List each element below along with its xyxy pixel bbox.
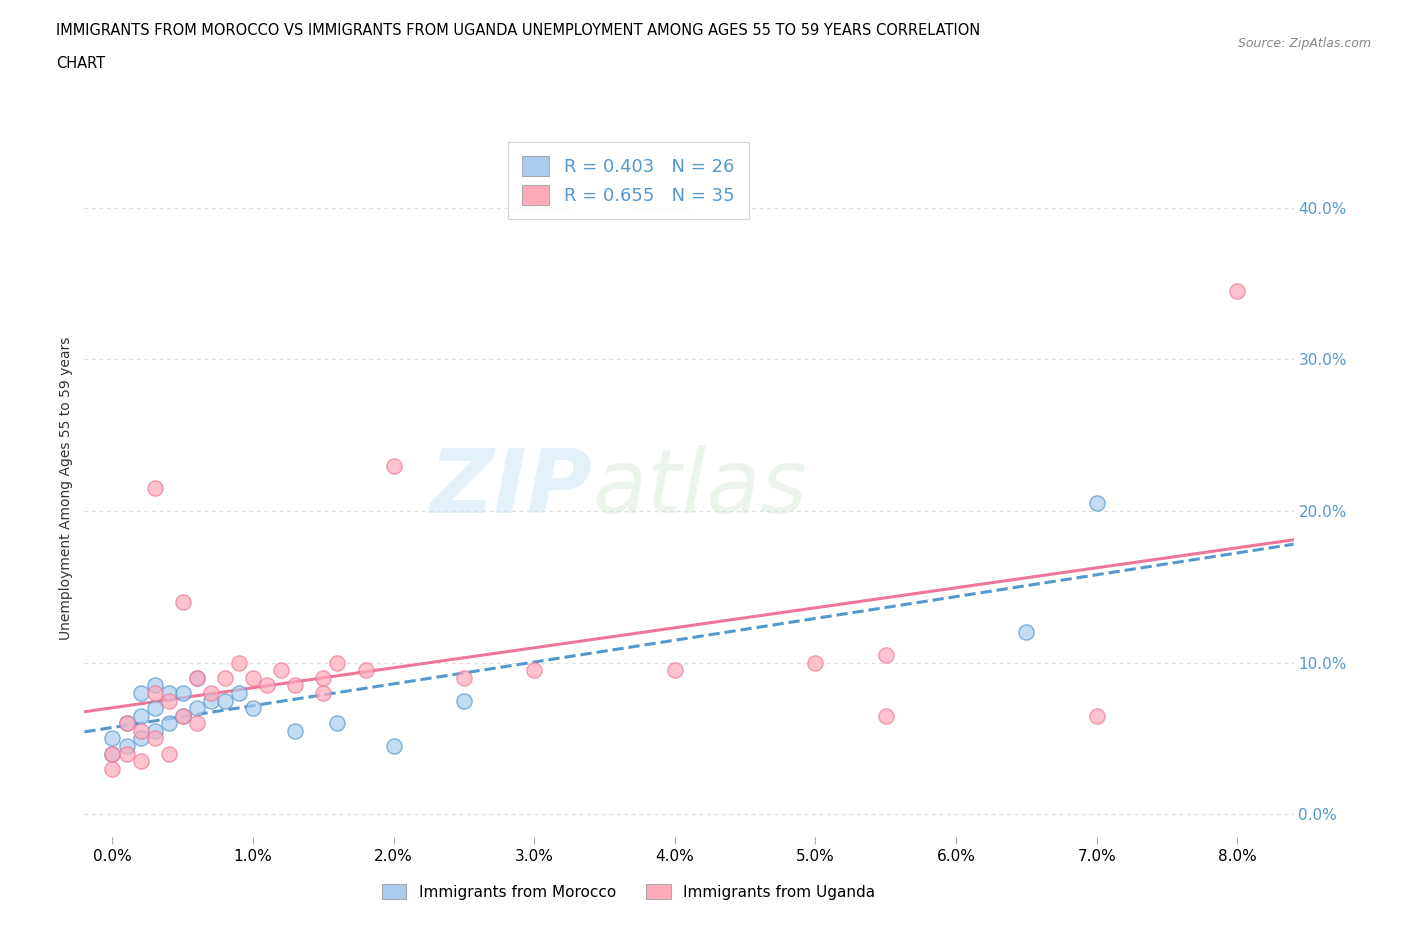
Point <box>115 738 138 753</box>
Point <box>186 671 208 685</box>
Point <box>1015 625 1038 640</box>
Text: IMMIGRANTS FROM MOROCCO VS IMMIGRANTS FROM UGANDA UNEMPLOYMENT AMONG AGES 55 TO : IMMIGRANTS FROM MOROCCO VS IMMIGRANTS FR… <box>56 23 980 38</box>
Point <box>101 731 124 746</box>
Point <box>129 724 152 738</box>
Point <box>143 685 166 700</box>
Point <box>172 709 194 724</box>
Point <box>143 678 166 693</box>
Point <box>453 671 475 685</box>
Point <box>143 724 166 738</box>
Point <box>256 678 278 693</box>
Text: ZIP: ZIP <box>429 445 592 532</box>
Point <box>172 709 194 724</box>
Point <box>143 731 166 746</box>
Point <box>453 693 475 708</box>
Point <box>228 655 250 670</box>
Point <box>143 700 166 715</box>
Legend: Immigrants from Morocco, Immigrants from Uganda: Immigrants from Morocco, Immigrants from… <box>375 878 882 906</box>
Text: CHART: CHART <box>56 56 105 71</box>
Point <box>157 685 180 700</box>
Point <box>354 663 377 678</box>
Point <box>186 671 208 685</box>
Point <box>326 655 349 670</box>
Point <box>242 671 264 685</box>
Point <box>242 700 264 715</box>
Text: atlas: atlas <box>592 445 807 531</box>
Point <box>129 753 152 768</box>
Point <box>200 693 222 708</box>
Point <box>157 746 180 761</box>
Point <box>101 762 124 777</box>
Point <box>115 746 138 761</box>
Point <box>129 709 152 724</box>
Point <box>143 481 166 496</box>
Point <box>312 685 335 700</box>
Point <box>284 678 307 693</box>
Point <box>664 663 686 678</box>
Point <box>115 716 138 731</box>
Point <box>875 647 897 662</box>
Point <box>115 716 138 731</box>
Point <box>186 716 208 731</box>
Y-axis label: Unemployment Among Ages 55 to 59 years: Unemployment Among Ages 55 to 59 years <box>59 337 73 640</box>
Point <box>523 663 546 678</box>
Point <box>382 738 405 753</box>
Point <box>129 685 152 700</box>
Point <box>214 693 236 708</box>
Point <box>1226 284 1249 299</box>
Text: Source: ZipAtlas.com: Source: ZipAtlas.com <box>1237 37 1371 50</box>
Point <box>804 655 827 670</box>
Point <box>270 663 292 678</box>
Point <box>200 685 222 700</box>
Point <box>228 685 250 700</box>
Point <box>186 700 208 715</box>
Point <box>312 671 335 685</box>
Point <box>284 724 307 738</box>
Point <box>382 458 405 473</box>
Point <box>101 746 124 761</box>
Point <box>1085 709 1108 724</box>
Point <box>172 594 194 609</box>
Point <box>157 716 180 731</box>
Point <box>101 746 124 761</box>
Point <box>1085 496 1108 511</box>
Point <box>875 709 897 724</box>
Point <box>326 716 349 731</box>
Point <box>129 731 152 746</box>
Point <box>214 671 236 685</box>
Point <box>157 693 180 708</box>
Point <box>172 685 194 700</box>
